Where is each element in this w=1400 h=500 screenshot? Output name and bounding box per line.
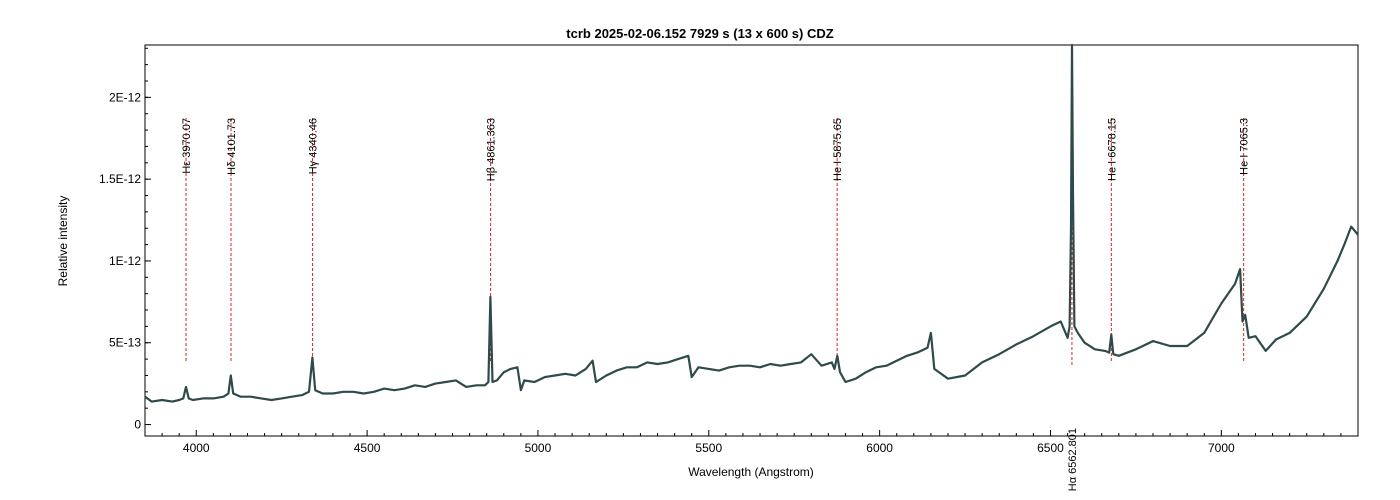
line-marker-label: Hβ 4861.363 xyxy=(486,118,498,181)
y-tick-label: 0 xyxy=(134,418,141,432)
line-marker-label: Hε 3970.07 xyxy=(181,118,193,174)
line-marker-label: He I 6678.15 xyxy=(1106,118,1118,181)
x-tick-label: 6000 xyxy=(866,441,893,455)
line-markers: Hε 3970.07 Hδ 4101.73 Hγ 4340.46 Hβ 4861.36… xyxy=(181,112,1251,491)
axis-ticks: 4000 4500 5000 5500 6000 6500 7000 0 5E-13 1E-12 1… xyxy=(99,47,1342,455)
chart-title: tcrb 2025-02-06.152 7929 s (13 x 600 s) … xyxy=(566,26,833,41)
x-tick-label: 6500 xyxy=(1037,441,1064,455)
series-group xyxy=(144,43,1359,403)
y-tick-label: 1E-12 xyxy=(109,254,141,268)
y-tick-label: 2E-12 xyxy=(109,90,141,104)
y-axis-title: Relative intensity xyxy=(56,196,70,287)
x-tick-label: 7000 xyxy=(1208,441,1235,455)
line-marker-label: Hγ 4340.46 xyxy=(308,118,320,174)
spectrum-line xyxy=(144,43,1359,403)
line-marker-label: He I 7065.3 xyxy=(1239,118,1251,175)
x-tick-label: 4500 xyxy=(354,441,381,455)
x-tick-label: 5500 xyxy=(695,441,722,455)
line-marker-label: Hα 6562.801 xyxy=(1067,428,1079,491)
line-marker-label: Hδ 4101.73 xyxy=(226,118,238,175)
x-axis-title: Wavelength (Angstrom) xyxy=(688,465,814,479)
plot-area xyxy=(144,44,1359,437)
x-tick-label: 5000 xyxy=(525,441,552,455)
y-tick-label: 1.5E-12 xyxy=(99,172,141,186)
line-marker-label: He I 5875.65 xyxy=(832,118,844,181)
x-tick-label: 4000 xyxy=(183,441,210,455)
y-tick-label: 5E-13 xyxy=(109,336,141,350)
